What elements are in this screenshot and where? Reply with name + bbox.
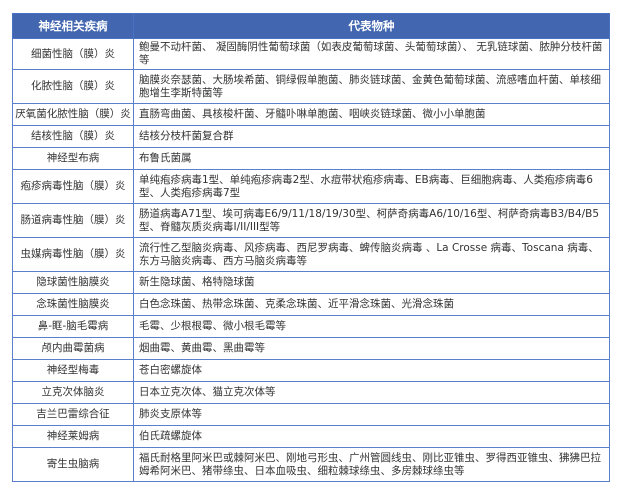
species-cell: 毛霉、少根根霉、微小根毛霉等	[133, 315, 610, 338]
table-row: 肠道病毒性脑（膜）炎 肠道病毒A71型、埃可病毒E6/9/11/18/19/30型…	[12, 203, 610, 238]
disease-cell: 化脓性脑（膜）炎	[12, 69, 134, 104]
species-cell: 直肠弯曲菌、具核梭杆菌、牙髓卟啉单胞菌、咽峡炎链球菌、微小小单胞菌	[133, 103, 610, 126]
disease-cell: 立克次体脑炎	[12, 381, 134, 404]
species-cell: 新生隐球菌、格特隐球菌	[133, 271, 610, 294]
table-row: 吉兰巴雷综合征 肺炎支原体等	[12, 403, 610, 426]
header-disease: 神经相关疾病	[12, 13, 134, 39]
table-row: 念珠菌性脑膜炎 白色念珠菌、热带念珠菌、克柔念珠菌、近平滑念珠菌、光滑念珠菌	[12, 293, 610, 316]
table-row: 神经型布病 布鲁氏菌属	[12, 147, 610, 170]
species-cell: 布鲁氏菌属	[133, 147, 610, 170]
table-row: 寄生虫脑病 福氏耐格里阿米巴或棘阿米巴、刚地弓形虫、广州管圆线虫、刚比亚锥虫、罗得…	[12, 447, 610, 482]
disease-cell: 疱疹病毒性脑（膜）炎	[12, 169, 134, 204]
species-cell: 伯氏疏螺旋体	[133, 425, 610, 448]
species-cell: 肠道病毒A71型、埃可病毒E6/9/11/18/19/30型、柯萨奇病毒A6/1…	[133, 203, 610, 238]
species-cell: 鲍曼不动杆菌、 凝固酶阴性葡萄球菌（如表皮葡萄球菌、头葡萄球菌）、 无乳链球菌、…	[133, 38, 610, 70]
disease-cell: 隐球菌性脑膜炎	[12, 271, 134, 294]
table-row: 结核性脑（膜）炎 结核分枝杆菌复合群	[12, 125, 610, 148]
header-species: 代表物种	[133, 13, 610, 39]
disease-cell: 寄生虫脑病	[12, 447, 134, 482]
disease-cell: 肠道病毒性脑（膜）炎	[12, 203, 134, 238]
table-row: 化脓性脑（膜）炎 脑膜炎奈瑟菌、大肠埃希菌、铜绿假单胞菌、肺炎链球菌、金黄色葡萄球…	[12, 69, 610, 104]
species-cell: 单纯疱疹病毒1型、单纯疱疹病毒2型、水痘带状疱疹病毒、EB病毒、巨细胞病毒、人类…	[133, 169, 610, 204]
species-cell: 苍白密螺旋体	[133, 359, 610, 382]
table-row: 颅内曲霉菌病 烟曲霉、黄曲霉、黑曲霉等	[12, 337, 610, 360]
disease-cell: 吉兰巴雷综合征	[12, 403, 134, 426]
disease-cell: 念珠菌性脑膜炎	[12, 293, 134, 316]
disease-cell: 结核性脑（膜）炎	[12, 125, 134, 148]
pathogen-table: 神经相关疾病 代表物种 细菌性脑（膜）炎 鲍曼不动杆菌、 凝固酶阴性葡萄球菌（如表…	[12, 13, 610, 482]
table-row: 鼻-眶-脑毛霉病 毛霉、少根根霉、微小根毛霉等	[12, 315, 610, 338]
disease-cell: 细菌性脑（膜）炎	[12, 38, 134, 70]
disease-cell: 神经型梅毒	[12, 359, 134, 382]
table-row: 立克次体脑炎 日本立克次体、猫立克次体等	[12, 381, 610, 404]
table-row: 神经型梅毒 苍白密螺旋体	[12, 359, 610, 382]
table-row: 神经莱姆病 伯氏疏螺旋体	[12, 425, 610, 448]
disease-cell: 虫媒病毒性脑（膜）炎	[12, 237, 134, 272]
disease-cell: 神经莱姆病	[12, 425, 134, 448]
species-cell: 肺炎支原体等	[133, 403, 610, 426]
species-cell: 烟曲霉、黄曲霉、黑曲霉等	[133, 337, 610, 360]
table-row: 隐球菌性脑膜炎 新生隐球菌、格特隐球菌	[12, 271, 610, 294]
species-cell: 流行性乙型脑炎病毒、风疹病毒、西尼罗病毒、蜱传脑炎病毒 、La Crosse 病…	[133, 237, 610, 272]
table-row: 虫媒病毒性脑（膜）炎 流行性乙型脑炎病毒、风疹病毒、西尼罗病毒、蜱传脑炎病毒 、L…	[12, 237, 610, 272]
species-cell: 福氏耐格里阿米巴或棘阿米巴、刚地弓形虫、广州管圆线虫、刚比亚锥虫、罗得西亚锥虫、…	[133, 447, 610, 482]
species-cell: 白色念珠菌、热带念珠菌、克柔念珠菌、近平滑念珠菌、光滑念珠菌	[133, 293, 610, 316]
disease-cell: 神经型布病	[12, 147, 134, 170]
species-cell: 日本立克次体、猫立克次体等	[133, 381, 610, 404]
table-header-row: 神经相关疾病 代表物种	[12, 13, 610, 39]
table-row: 厌氧菌化脓性脑（膜）炎 直肠弯曲菌、具核梭杆菌、牙髓卟啉单胞菌、咽峡炎链球菌、微小…	[12, 103, 610, 126]
disease-cell: 鼻-眶-脑毛霉病	[12, 315, 134, 338]
species-cell: 脑膜炎奈瑟菌、大肠埃希菌、铜绿假单胞菌、肺炎链球菌、金黄色葡萄球菌、流感嗜血杆菌…	[133, 69, 610, 104]
species-cell: 结核分枝杆菌复合群	[133, 125, 610, 148]
disease-cell: 厌氧菌化脓性脑（膜）炎	[12, 103, 134, 126]
table-row: 细菌性脑（膜）炎 鲍曼不动杆菌、 凝固酶阴性葡萄球菌（如表皮葡萄球菌、头葡萄球菌）…	[12, 38, 610, 70]
disease-cell: 颅内曲霉菌病	[12, 337, 134, 360]
table-row: 疱疹病毒性脑（膜）炎 单纯疱疹病毒1型、单纯疱疹病毒2型、水痘带状疱疹病毒、EB病…	[12, 169, 610, 204]
